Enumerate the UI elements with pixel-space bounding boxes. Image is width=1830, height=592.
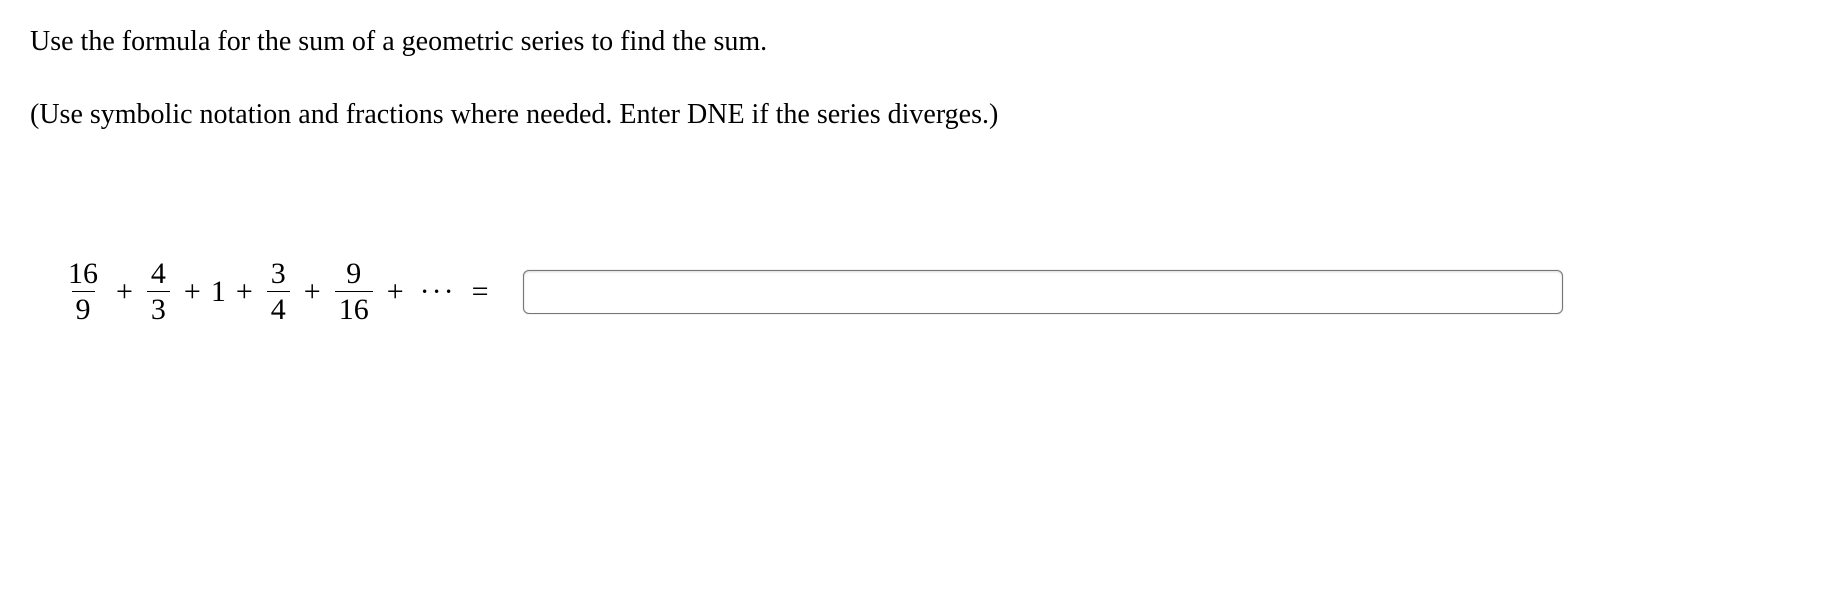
term-5-numerator: 9 [342,258,365,292]
term-5-denominator: 16 [335,291,373,326]
series-expression: 16 9 + 4 3 + 1 + 3 4 + 9 16 + ··· = [60,258,503,326]
ellipsis: ··· [420,275,456,309]
equation-row: 16 9 + 4 3 + 1 + 3 4 + 9 16 + ··· = [30,258,1800,326]
instruction-text: Use the formula for the sum of a geometr… [30,20,1800,65]
term-4-denominator: 4 [267,291,290,326]
hint-text: (Use symbolic notation and fractions whe… [30,93,1800,138]
answer-input[interactable] [523,270,1563,314]
term-5: 9 16 [335,258,373,326]
term-4: 3 4 [267,258,290,326]
term-3: 1 [211,275,226,309]
term-1-numerator: 16 [64,258,102,292]
term-1: 16 9 [64,258,102,326]
plus-operator: + [387,275,404,309]
term-4-numerator: 3 [267,258,290,292]
plus-operator: + [236,275,253,309]
term-2: 4 3 [147,258,170,326]
equals-sign: = [472,275,489,309]
plus-operator: + [184,275,201,309]
term-2-numerator: 4 [147,258,170,292]
term-1-denominator: 9 [72,291,95,326]
plus-operator: + [304,275,321,309]
problem-container: Use the formula for the sum of a geometr… [0,0,1830,346]
plus-operator: + [116,275,133,309]
term-2-denominator: 3 [147,291,170,326]
